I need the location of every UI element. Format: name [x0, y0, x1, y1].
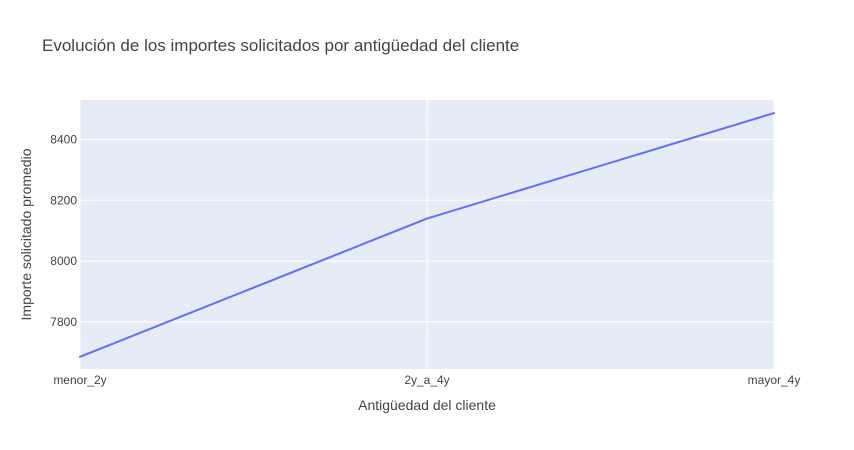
series-line-0: [79, 112, 775, 358]
x-tick-label-2y_a_4y: 2y_a_4y: [404, 373, 449, 387]
y-tick-label-8200: 8200: [50, 193, 77, 207]
y-tick-labels: 7800 8000 8200 8400: [50, 133, 77, 329]
x-tick-label-menor_2y: menor_2y: [53, 373, 106, 387]
x-tick-labels: menor_2y 2y_a_4y mayor_4y: [53, 373, 800, 387]
chart-title: Evolución de los importes solicitados po…: [42, 36, 519, 55]
y-tick-label-7800: 7800: [50, 315, 77, 329]
y-tick-label-8400: 8400: [50, 133, 77, 147]
series-layer: [79, 112, 775, 358]
x-axis-title: Antigüedad del cliente: [358, 397, 496, 413]
y-tick-label-8000: 8000: [50, 254, 77, 268]
x-gridlines: [79, 100, 775, 369]
y-axis-title: Importe solicitado promedio: [18, 148, 34, 320]
y-gridlines: [80, 139, 774, 323]
x-tick-label-mayor_4y: mayor_4y: [748, 373, 801, 387]
